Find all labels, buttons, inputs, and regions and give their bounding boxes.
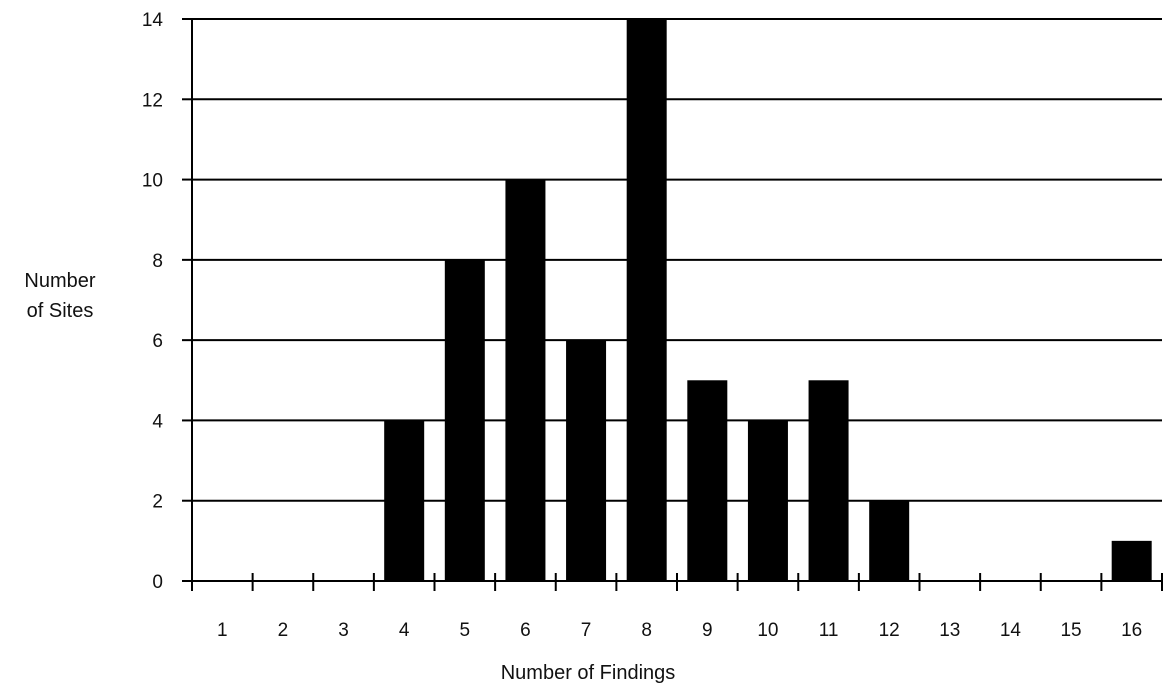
x-tick-label: 13 [939, 620, 960, 641]
x-tick-label: 9 [702, 620, 713, 641]
axes [182, 18, 1163, 591]
y-tick-label: 4 [152, 411, 163, 432]
x-tick-label: 6 [520, 620, 531, 641]
x-tick-label: 5 [460, 620, 471, 641]
x-tick-label: 10 [757, 620, 778, 641]
bars [384, 19, 1152, 582]
gridlines [192, 18, 1162, 502]
bar-9 [687, 380, 728, 581]
x-tick-label: 2 [278, 620, 289, 641]
bar-7 [566, 340, 607, 581]
bar-10 [747, 420, 788, 581]
bar-5 [444, 259, 485, 581]
bar-11 [808, 380, 849, 581]
y-tick-label: 10 [142, 171, 163, 192]
bar-6 [505, 179, 546, 582]
y-tick-label: 0 [152, 572, 163, 593]
x-tick-label: 14 [1000, 620, 1022, 641]
y-axis-label-line-2: of Sites [26, 300, 94, 322]
x-tick-label: 4 [399, 620, 410, 641]
x-tick-label: 11 [819, 620, 839, 641]
x-tick-label: 3 [338, 620, 349, 641]
x-tick-label: 16 [1121, 620, 1142, 641]
x-tick-label: 12 [879, 620, 900, 641]
y-tick-label: 12 [142, 90, 163, 111]
x-tick-label: 1 [217, 620, 228, 641]
y-tick-label: 14 [142, 10, 164, 31]
x-axis-label: Number of Findings [500, 662, 676, 684]
bar-12 [869, 500, 910, 581]
x-tick-label: 15 [1060, 620, 1081, 641]
bar-4 [384, 420, 425, 581]
y-axis-label-line-1: Number [24, 270, 96, 292]
bar-8 [626, 19, 667, 581]
x-tick-label: 8 [641, 620, 652, 641]
bar-16 [1111, 540, 1152, 581]
y-tick-labels: 0 2 4 6 8 10 12 14 [142, 10, 164, 593]
x-tick-label: 7 [581, 620, 592, 641]
y-tick-label: 2 [152, 492, 163, 513]
x-tick-labels: 1 2 3 4 5 6 7 8 9 10 11 12 13 14 15 16 [217, 620, 1142, 641]
y-tick-label: 8 [152, 251, 163, 272]
y-tick-label: 6 [152, 331, 163, 352]
